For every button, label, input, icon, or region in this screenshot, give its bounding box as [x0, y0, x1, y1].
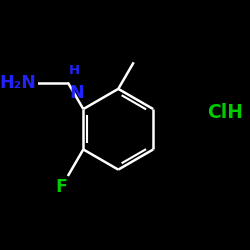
Text: F: F: [55, 178, 67, 196]
Text: H₂N: H₂N: [0, 74, 36, 92]
Text: H: H: [69, 64, 80, 77]
Text: N: N: [69, 84, 84, 102]
Text: ClH: ClH: [208, 103, 244, 122]
